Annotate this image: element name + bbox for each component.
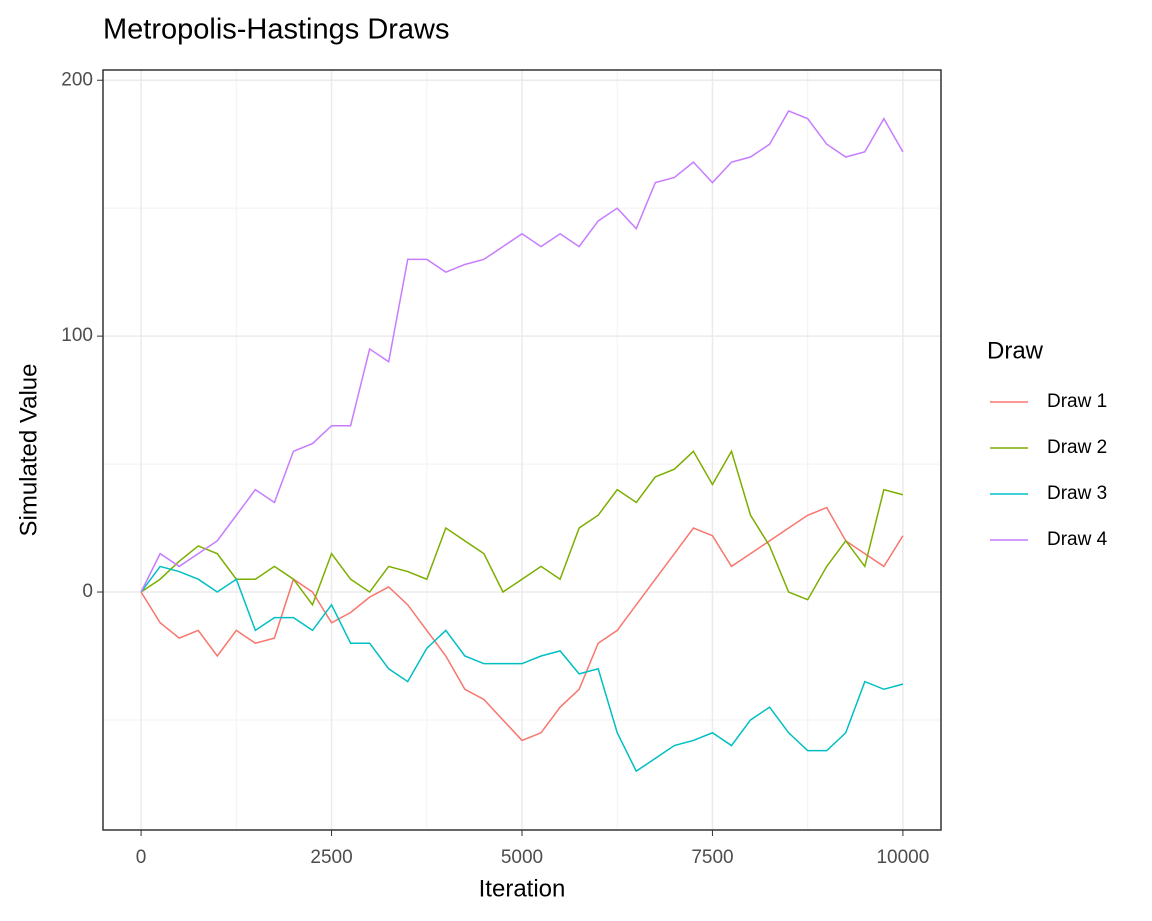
x-axis-label: Iteration xyxy=(479,875,566,902)
series-line xyxy=(140,110,904,593)
legend-label: Draw 2 xyxy=(1047,437,1107,458)
y-axis-label: Simulated Value xyxy=(15,364,42,537)
legend-title: Draw xyxy=(987,337,1044,364)
legend-label: Draw 4 xyxy=(1047,529,1108,550)
y-tick-label: 100 xyxy=(61,325,93,346)
x-tick-label: 5000 xyxy=(501,847,543,868)
series-line xyxy=(140,565,904,773)
legend-label: Draw 3 xyxy=(1047,483,1107,504)
x-tick-label: 2500 xyxy=(310,847,352,868)
series-line xyxy=(140,449,904,607)
plot-border xyxy=(102,69,942,831)
y-tick-label: 0 xyxy=(82,581,93,602)
x-tick-label: 7500 xyxy=(691,847,733,868)
x-tick-label: 10000 xyxy=(876,847,929,868)
series-line xyxy=(140,506,904,742)
legend-label: Draw 1 xyxy=(1047,391,1107,412)
y-tick-label: 200 xyxy=(61,69,93,90)
x-tick-label: 0 xyxy=(136,847,147,868)
chart-title: Metropolis-Hastings Draws xyxy=(103,14,450,46)
